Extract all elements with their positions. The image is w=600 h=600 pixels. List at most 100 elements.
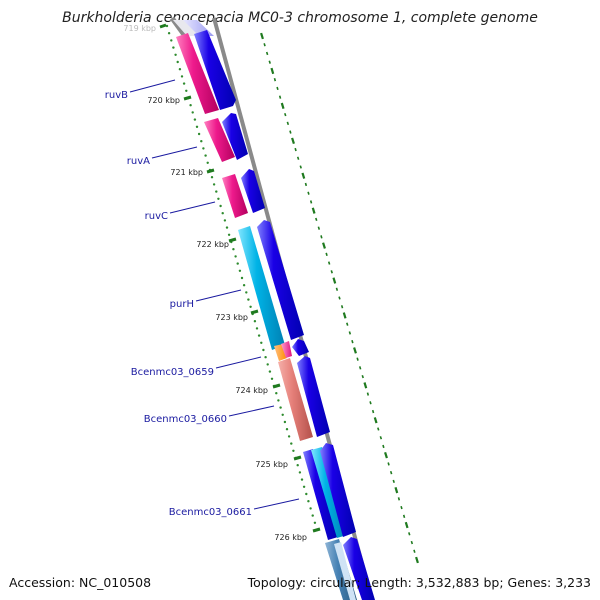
gc-skew-dot [289, 130, 292, 134]
gene-feature-purh-forward [257, 220, 304, 340]
tick-label: 719 kbp [123, 24, 156, 33]
gc-skew-dot [413, 549, 416, 553]
minor-tick-dot [255, 327, 259, 330]
gene-label-group[interactable]: Bcenmc03_0660 [144, 405, 275, 425]
minor-tick-dot [309, 507, 312, 510]
minor-tick-dot [223, 219, 227, 222]
gene-feature-rува-reverse [204, 118, 235, 162]
accession-label: Accession: NC_010508 [9, 575, 152, 590]
minor-tick-dot [221, 212, 224, 215]
gc-skew-dot [340, 305, 344, 309]
minor-tick-dot [298, 471, 302, 474]
gc-skew-dot [346, 322, 349, 326]
gene-feature-0661-forward [320, 443, 356, 537]
minor-tick-dot [174, 53, 177, 56]
gene-feature-0659-forward [292, 339, 309, 356]
gc-skew-dot [296, 156, 300, 160]
gc-skew-dot [273, 77, 277, 82]
minor-tick-dot [219, 204, 222, 208]
tick-mark: 723 kbp [215, 309, 259, 322]
gc-skew-dot [332, 277, 337, 284]
minor-tick-dot [300, 478, 304, 481]
minor-tick-dot [268, 370, 272, 373]
gene-label-group[interactable]: ruvA [127, 146, 198, 167]
gc-skew-dot [371, 409, 375, 414]
gene-label-group[interactable]: Bcenmc03_0661 [169, 498, 300, 518]
gc-skew-dot [363, 382, 368, 389]
minor-tick-dot [311, 514, 314, 517]
gc-skew-dot [327, 261, 331, 265]
gene-feature-0661-a [303, 449, 338, 540]
gc-skew-dot [268, 60, 271, 64]
minor-tick-dot [266, 363, 269, 366]
gc-skew-dot [309, 200, 313, 204]
gene-feature-purh-reverse [238, 226, 285, 350]
gene-label-bcenmc03-0660: Bcenmc03_0660 [144, 414, 227, 425]
gene-feature-0660-forward [297, 356, 330, 437]
tick-mark: 726 kbp [274, 527, 321, 542]
gene-feature-bottom-strip [334, 542, 356, 600]
gene-label-ruvc: ruvC [145, 211, 168, 222]
minor-tick-dot [264, 356, 267, 359]
gc-skew-dot [320, 235, 323, 239]
gc-skew-dot [317, 226, 321, 230]
gc-skew-dot [397, 497, 401, 501]
topology-summary: Topology: circular; Length: 3,532,883 bp… [247, 575, 591, 590]
gc-skew-dot [294, 147, 297, 152]
tick-label: 724 kbp [235, 386, 268, 395]
minor-tick-dot [279, 406, 282, 409]
gene-label-group[interactable]: purH [170, 289, 242, 310]
gc-skew-dot [315, 217, 318, 222]
gc-skew-dot [394, 486, 399, 494]
minor-tick-dot [238, 269, 242, 272]
minor-tick-dot [307, 500, 310, 503]
tick-mark: 724 kbp [235, 383, 281, 395]
minor-tick-dot [185, 89, 188, 93]
gc-skew-dot [369, 401, 372, 405]
tick-mark: 719 kbp [123, 23, 167, 33]
minor-tick-dot [281, 413, 284, 416]
gene-feature-ruvc-forward [241, 169, 265, 213]
gc-skew-dot [276, 86, 279, 91]
gene-label-group[interactable]: ruvB [105, 79, 176, 101]
minor-tick-dot [234, 255, 237, 258]
gc-skew-dot [379, 436, 383, 440]
gene-features [173, 20, 375, 600]
minor-tick-dot [172, 46, 175, 49]
gene-feature-ruvb-reverse [176, 33, 219, 114]
tick-label: 722 kbp [196, 240, 229, 249]
gene-feature-ruva-forward [222, 113, 248, 160]
minor-tick-dot [193, 118, 197, 121]
minor-tick-dot [305, 492, 308, 496]
gene-feature-ruvc-reverse [222, 174, 248, 218]
gc-skew-dot [307, 191, 310, 195]
gc-skew-dot [330, 270, 333, 274]
gc-skew-dot [410, 540, 414, 545]
gene-feature-faded-1 [173, 20, 201, 36]
gc-skew-dot [402, 514, 406, 519]
minor-tick-dot [240, 276, 244, 280]
tick-label: 720 kbp [147, 96, 180, 105]
gc-skew-dot [384, 451, 388, 459]
gc-skew-dot [265, 51, 269, 56]
gene-label-group[interactable]: ruvC [145, 201, 216, 222]
gene-label-bcenmc03-0661: Bcenmc03_0661 [169, 507, 252, 518]
minor-tick-dot [245, 291, 248, 294]
minor-tick-dot [225, 226, 229, 229]
gc-skew-dot [408, 532, 411, 536]
minor-tick-dot [285, 428, 289, 431]
gc-skew-dot [342, 312, 347, 319]
minor-tick-dot [232, 248, 235, 251]
gc-skew-dot [358, 366, 362, 370]
gene-label-ruvb: ruvB [105, 90, 128, 101]
minor-tick-dot [180, 75, 184, 78]
minor-tick-dot [292, 449, 295, 452]
minor-tick-dot [290, 442, 293, 445]
gc-skew-dot [270, 67, 275, 75]
gc-skew-dot [400, 505, 403, 510]
minor-tick-dot [270, 377, 274, 380]
gene-label-group[interactable]: Bcenmc03_0659 [131, 356, 262, 378]
minor-tick-dot [249, 305, 252, 308]
minor-tick-dot [176, 60, 179, 64]
